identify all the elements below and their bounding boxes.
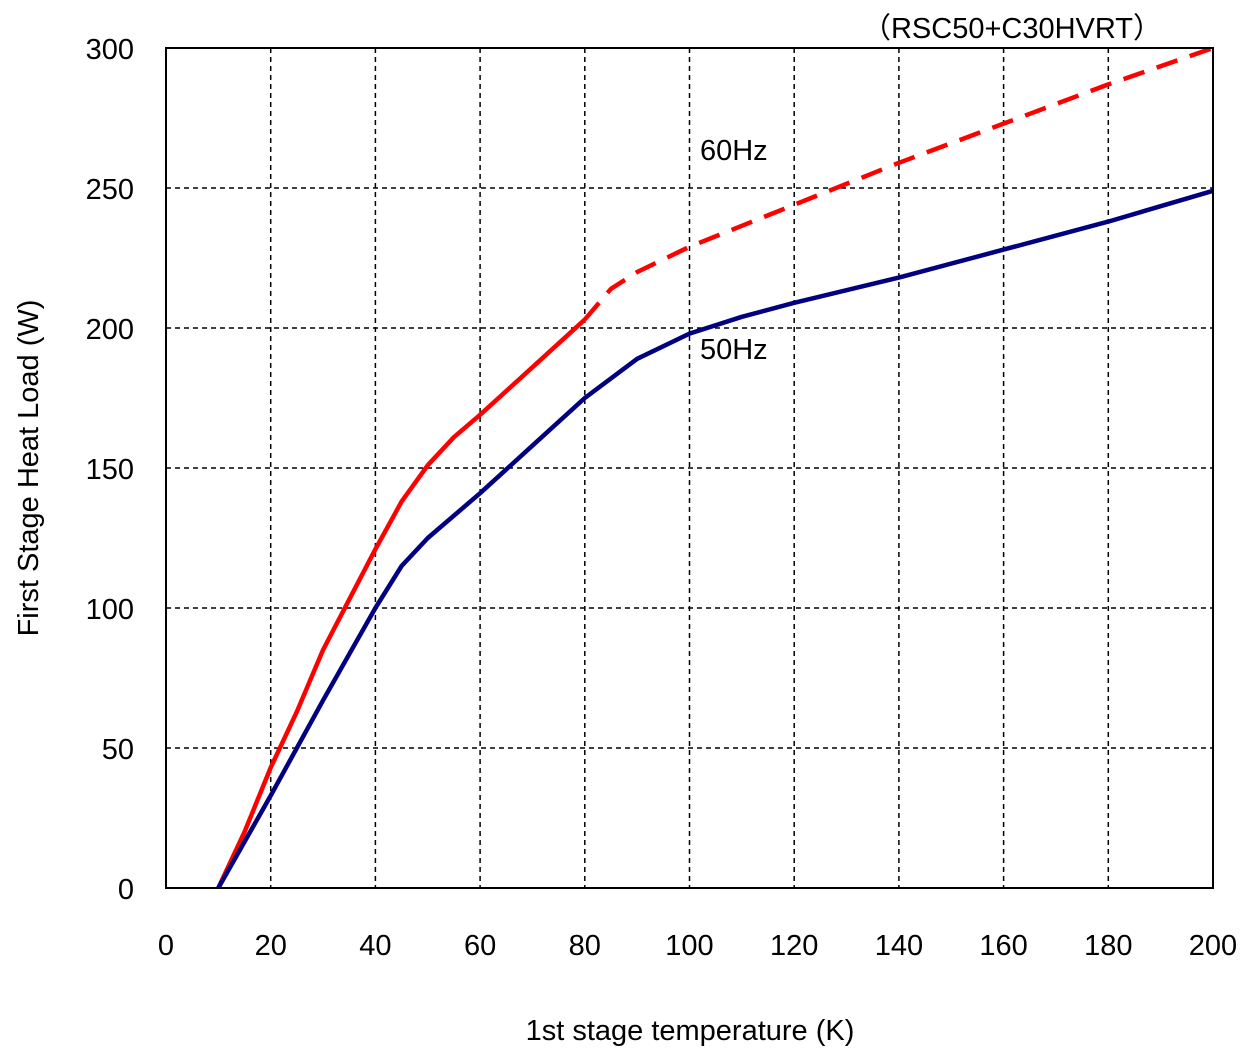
y-axis-title: First Stage Heat Load (W) <box>13 300 45 637</box>
y-tick-label: 250 <box>86 174 134 206</box>
series-layer <box>216 45 1214 890</box>
y-tick-label: 50 <box>102 734 134 766</box>
x-tick-label: 160 <box>979 930 1027 962</box>
x-tick-label: 100 <box>665 930 713 962</box>
x-tick-label: 40 <box>359 930 391 962</box>
x-tick-label: 200 <box>1189 930 1237 962</box>
x-tick-label: 120 <box>770 930 818 962</box>
x-tick-label: 180 <box>1084 930 1132 962</box>
grid-lines <box>166 47 1213 888</box>
series-label: 50Hz <box>700 334 768 366</box>
x-tick-label: 80 <box>569 930 601 962</box>
top-annotation: （RSC50+C30HVRT） <box>862 13 1162 45</box>
x-tick-label: 0 <box>158 930 174 962</box>
series-line-60hz-solid <box>216 317 587 889</box>
y-tick-label: 150 <box>86 454 134 486</box>
series-annotations: 60Hz 50Hz <box>700 135 768 366</box>
y-tick-label: 0 <box>118 874 134 906</box>
y-tick-label: 200 <box>86 314 134 346</box>
series-label: 60Hz <box>700 135 768 167</box>
x-axis-title: 1st stage temperature (K) <box>526 1015 855 1047</box>
y-tick-labels: 0 50 100 150 200 250 300 <box>86 34 134 906</box>
x-tick-label: 60 <box>464 930 496 962</box>
series-line-50hz-solid <box>216 188 1214 890</box>
y-tick-label: 100 <box>86 594 134 626</box>
plot-frame <box>165 47 1214 889</box>
x-tick-label: 20 <box>255 930 287 962</box>
y-tick-label: 300 <box>86 34 134 66</box>
x-tick-labels: 0 20 40 60 80 100 120 140 160 180 200 <box>158 930 1237 962</box>
x-tick-label: 140 <box>875 930 923 962</box>
series-line-60hz-dashed <box>583 45 1214 322</box>
